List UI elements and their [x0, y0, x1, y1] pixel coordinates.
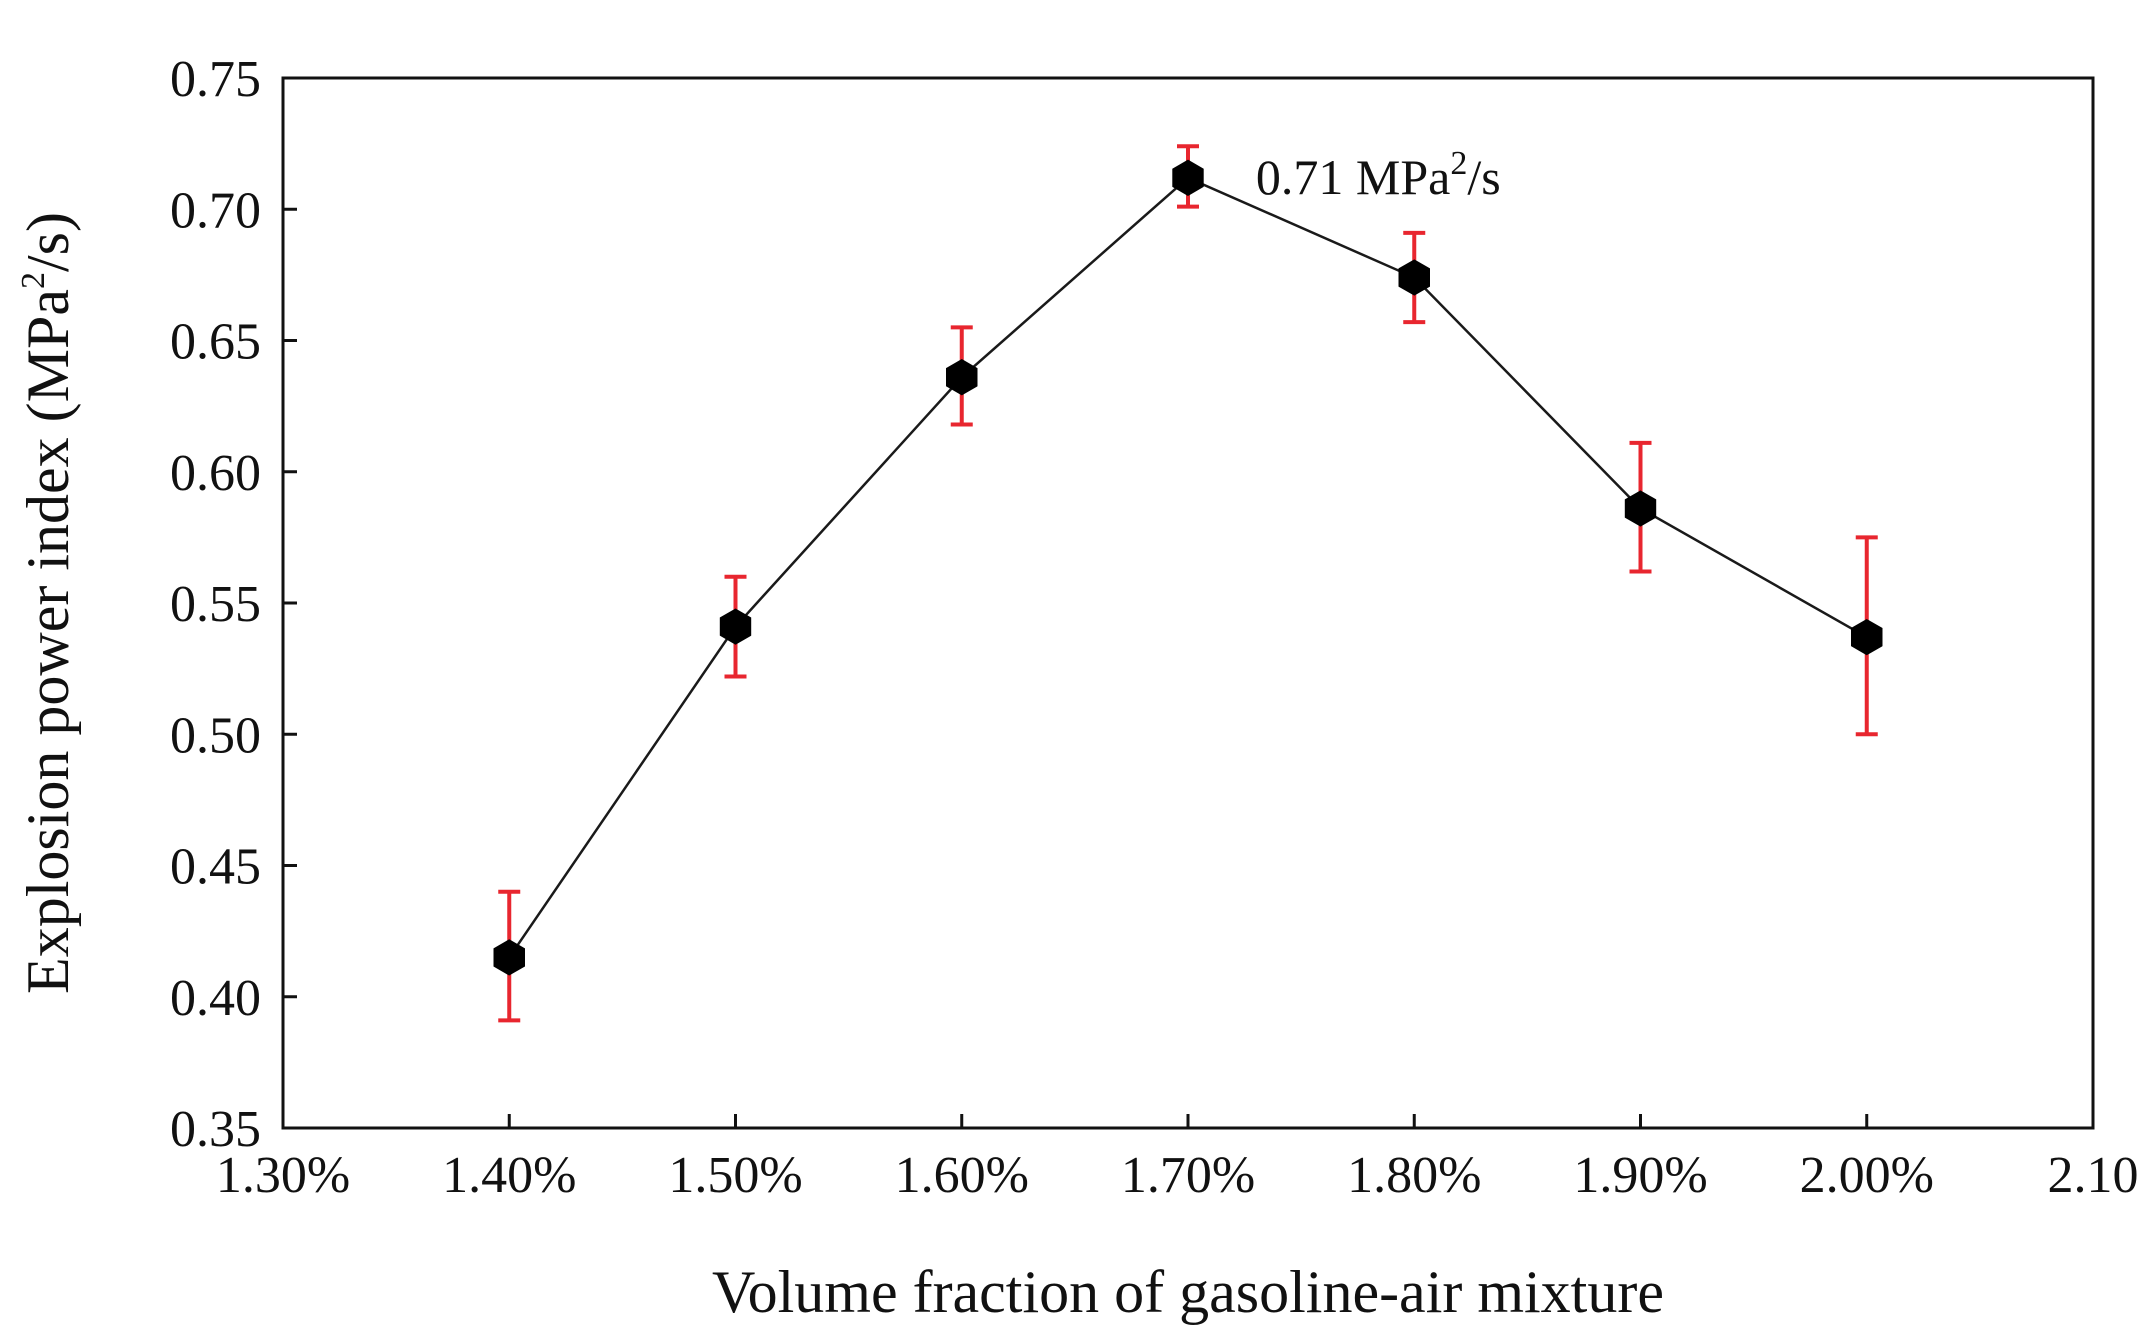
data-point-marker — [1398, 259, 1430, 296]
x-tick-label: 1.60% — [895, 1147, 1029, 1204]
x-tick-label: 2.10 — [2048, 1147, 2139, 1204]
y-axis-title: Explosion power index (MPa2/s) — [15, 212, 81, 994]
data-point-marker — [946, 359, 978, 396]
x-axis-title: Volume fraction of gasoline-air mixture — [712, 1259, 1664, 1325]
x-tick-label: 1.90% — [1573, 1147, 1707, 1204]
x-tick-label: 2.00% — [1800, 1147, 1934, 1204]
x-tick-label: 1.70% — [1121, 1147, 1255, 1204]
data-point-marker — [493, 939, 525, 976]
data-point-marker — [1851, 618, 1883, 656]
y-tick-label: 0.70 — [170, 182, 261, 239]
peak-annotation-main: 0.71 MPa — [1256, 149, 1450, 205]
x-axis-ticks: 1.30% 1.40% 1.50% 1.60% 1.70% 1.80% 1.90% 2.00%… — [216, 1114, 2139, 1204]
y-tick-label: 0.65 — [170, 314, 261, 371]
markers-group — [493, 159, 1883, 976]
x-tick-label: 1.80% — [1347, 1147, 1481, 1204]
x-tick-label: 1.40% — [442, 1147, 576, 1204]
y-tick-label: 0.75 — [170, 51, 261, 108]
y-tick-label: 0.45 — [170, 839, 261, 896]
x-tick-label: 1.50% — [668, 1147, 802, 1204]
y-axis-title-suffix: /s) — [15, 212, 81, 272]
x-tick-label: 1.30% — [216, 1147, 350, 1204]
y-axis-title-main: Explosion power index (MPa — [15, 289, 81, 994]
y-tick-label: 0.55 — [170, 576, 261, 633]
peak-annotation: 0.71 MPa2/s — [1256, 145, 1501, 205]
data-point-marker — [1172, 159, 1204, 196]
y-tick-label: 0.50 — [170, 707, 261, 764]
data-point-marker — [1624, 490, 1657, 527]
peak-annotation-suffix: /s — [1467, 149, 1500, 205]
y-tick-label: 0.40 — [170, 970, 261, 1027]
y-axis-ticks: 0.35 0.40 0.45 0.50 0.55 0.60 0.65 0.70 0.75 — [170, 51, 297, 1158]
peak-annotation-superscript: 2 — [1450, 145, 1467, 182]
y-tick-label: 0.60 — [170, 445, 261, 502]
data-point-marker — [719, 608, 752, 645]
y-tick-label: 0.35 — [170, 1101, 261, 1158]
y-axis-title-superscript: 2 — [15, 272, 52, 289]
